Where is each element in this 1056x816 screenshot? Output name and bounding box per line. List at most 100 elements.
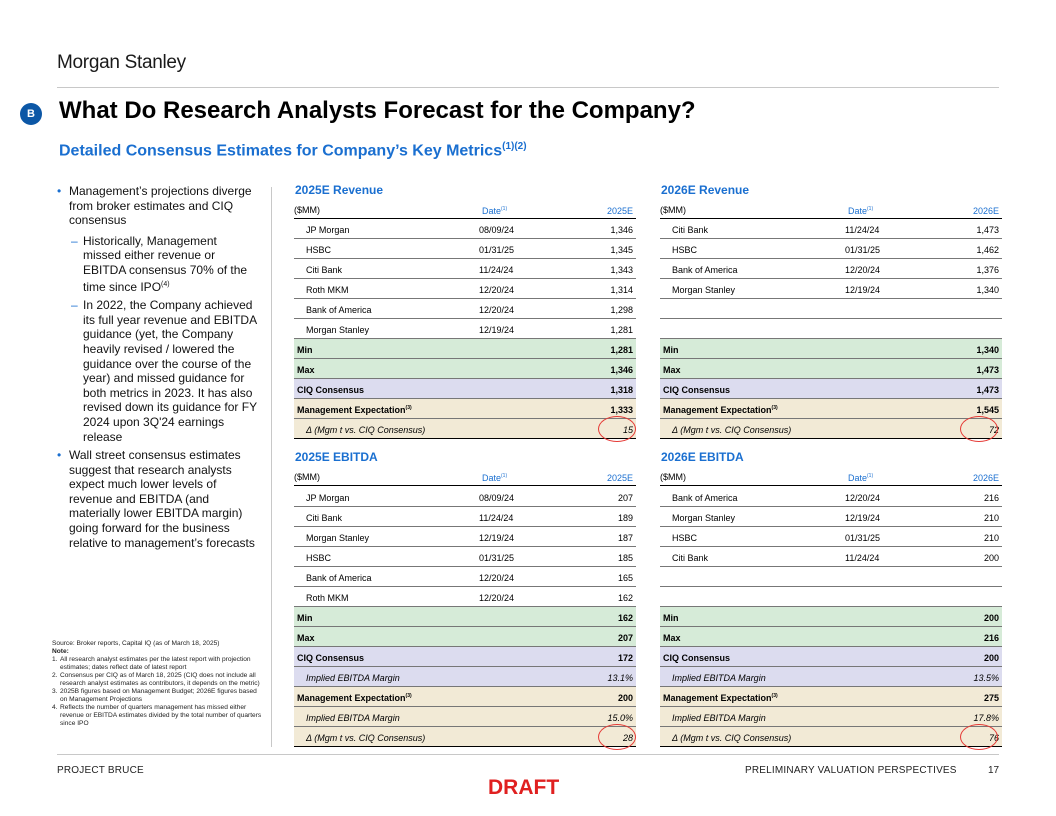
margin-label: Implied EBITDA Margin [306, 673, 400, 683]
mgmt-value: 1,333 [610, 405, 633, 415]
section-badge: B [20, 103, 42, 125]
bank-name: Citi Bank [306, 513, 343, 523]
footnote-source: Source: Broker reports, Capital IQ (as o… [52, 640, 220, 647]
ciq-consensus-row: CIQ Consensus 172 [294, 647, 636, 667]
date-column-header: Date(1) [482, 206, 507, 216]
report-date: 11/24/24 [845, 553, 880, 563]
mgmt-margin-row: Implied EBITDA Margin 17.8% [660, 707, 1002, 727]
report-date: 08/09/24 [479, 225, 515, 235]
estimate-value: 185 [617, 553, 633, 563]
max-value: 1,346 [610, 365, 633, 375]
sub-bullet-guidance-history: In 2022, the Company achieved its full y… [57, 298, 257, 444]
report-date: 01/31/25 [845, 533, 881, 543]
subtitle-text: Detailed Consensus Estimates for Company… [59, 142, 503, 160]
mgmt-expectation-row: Management Expectation(3) 200 [294, 687, 636, 707]
footnote-number: 1. [52, 656, 58, 663]
mgmt-label-text: Management Expectation [663, 693, 772, 703]
delta-row: Δ (Mgm t vs. CIQ Consensus) 15 [294, 419, 636, 439]
empty-row [660, 587, 1002, 607]
date-header-ref: (1) [867, 206, 874, 212]
sub-bullet-missed-ref: (4) [161, 280, 170, 288]
delta-label: Δ (Mgm t vs. CIQ Consensus) [672, 425, 792, 435]
min-row: Min 162 [294, 607, 636, 627]
max-value: 207 [617, 633, 633, 643]
estimate-value: 187 [617, 533, 633, 543]
bank-name: Morgan Stanley [306, 325, 370, 335]
footnote-item: 1. All research analyst estimates per the… [52, 656, 262, 672]
sub-bullet-missed-consensus: Historically, Management missed either r… [57, 234, 257, 294]
estimate-value: 1,376 [976, 265, 999, 275]
sub-bullet-missed-text: Historically, Management missed either r… [83, 233, 248, 294]
draft-stamp: DRAFT [488, 776, 560, 799]
ciq-consensus-row: CIQ Consensus 1,473 [660, 379, 1002, 399]
bank-name: HSBC [306, 553, 332, 563]
mgmt-label-text: Management Expectation [663, 405, 772, 415]
page-title: What Do Research Analysts Forecast for t… [59, 97, 696, 124]
bank-name: Bank of America [306, 573, 372, 583]
report-date: 12/20/24 [845, 265, 881, 275]
mgmt-margin-row: Implied EBITDA Margin 15.0% [294, 707, 636, 727]
estimate-value: 1,346 [610, 225, 633, 235]
bank-name: Morgan Stanley [672, 513, 736, 523]
margin-value: 17.8% [973, 713, 999, 723]
estimate-value: 1,462 [976, 245, 999, 255]
estimate-value: 216 [983, 493, 999, 503]
footnote-item: 4. Reflects the number of quarters manage… [52, 704, 262, 728]
column-divider [271, 187, 272, 747]
table-title: 2026E Revenue [661, 183, 750, 197]
table-row: Bank of America 12/20/24 1,298 [294, 299, 636, 319]
footnote-item: 2. Consensus per CIQ as of March 18, 2025… [52, 672, 262, 688]
max-label: Max [297, 365, 315, 375]
section-label: PRELIMINARY VALUATION PERSPECTIVES [745, 765, 957, 776]
table-row: Citi Bank 11/24/24 1,343 [294, 259, 636, 279]
bank-name: Bank of America [306, 305, 372, 315]
ciq-value: 200 [983, 653, 999, 663]
estimate-value: 1,314 [610, 285, 633, 295]
mgmt-value: 1,545 [976, 405, 999, 415]
report-date: 12/19/24 [479, 325, 515, 335]
delta-row: Δ (Mgm t vs. CIQ Consensus) 28 [294, 727, 636, 747]
report-date: 12/19/24 [845, 285, 881, 295]
estimate-value: 207 [617, 493, 633, 503]
table-2026e-revenue: 2026E Revenue ($MM) Date(1) 2026E Citi B… [660, 183, 1002, 442]
margin-value: 15.0% [607, 713, 633, 723]
mgmt-label-ref: (3) [405, 693, 412, 699]
ciq-label: CIQ Consensus [297, 385, 365, 395]
report-date: 12/19/24 [845, 513, 881, 523]
page-number: 17 [988, 765, 1000, 776]
empty-row [660, 319, 1002, 339]
min-value: 162 [617, 613, 633, 623]
bank-name: HSBC [306, 245, 332, 255]
delta-highlight-circle [960, 724, 998, 750]
delta-label: Δ (Mgm t vs. CIQ Consensus) [672, 733, 792, 743]
delta-highlight-circle [598, 416, 636, 442]
ciq-label: CIQ Consensus [663, 653, 731, 663]
bullet-street-consensus: Wall street consensus estimates suggest … [57, 448, 257, 550]
footnote-item: 3. 2025B figures based on Management Budg… [52, 688, 262, 704]
report-date: 01/31/25 [479, 553, 515, 563]
mgmt-label: Management Expectation(3) [663, 693, 778, 703]
bank-name: Citi Bank [672, 225, 709, 235]
ciq-value: 1,318 [610, 385, 633, 395]
bank-name: Morgan Stanley [672, 285, 736, 295]
table-row: HSBC 01/31/25 210 [660, 527, 1002, 547]
ciq-label: CIQ Consensus [297, 653, 365, 663]
date-header-text: Date [482, 473, 502, 483]
estimate-value: 189 [617, 513, 633, 523]
date-header-ref: (1) [501, 206, 508, 212]
min-value: 200 [983, 613, 999, 623]
estimate-value: 210 [983, 513, 999, 523]
mgmt-label: Management Expectation(3) [297, 693, 412, 703]
mgmt-label-ref: (3) [405, 405, 412, 411]
table-row: Morgan Stanley 12/19/24 187 [294, 527, 636, 547]
morgan-stanley-logo: Morgan Stanley [57, 52, 186, 73]
estimate-value: 1,345 [610, 245, 633, 255]
bank-name: JP Morgan [306, 493, 350, 503]
table-row: Citi Bank 11/24/24 1,473 [660, 219, 1002, 239]
page-subtitle: Detailed Consensus Estimates for Company… [59, 141, 527, 160]
footnote-number: 3. [52, 688, 58, 695]
estimate-value: 165 [617, 573, 633, 583]
estimate-value: 210 [983, 533, 999, 543]
mgmt-value: 200 [617, 693, 633, 703]
table-row: Bank of America 12/20/24 216 [660, 487, 1002, 507]
